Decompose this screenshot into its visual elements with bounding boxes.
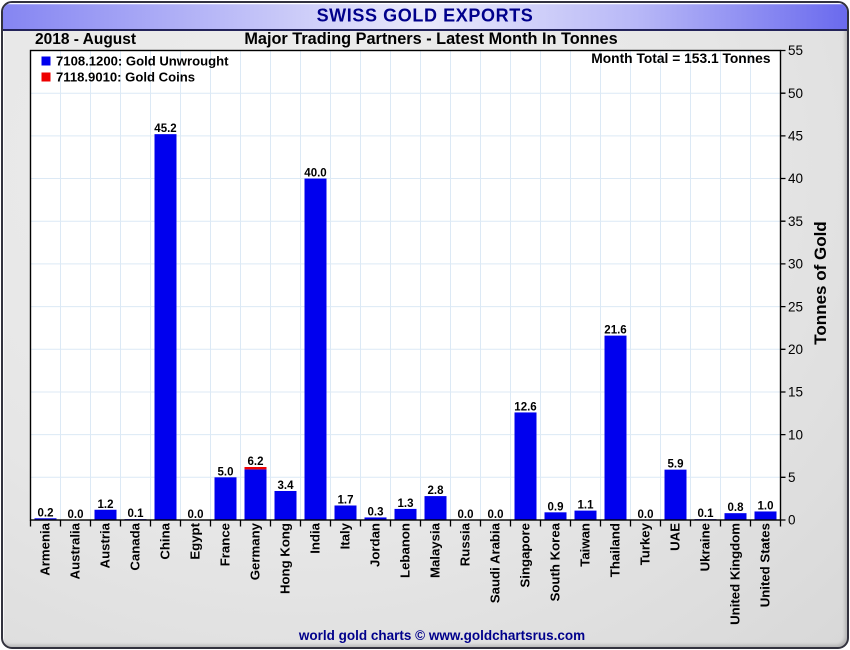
svg-text:0: 0 [788, 513, 796, 528]
svg-text:Malaysia: Malaysia [427, 522, 442, 578]
svg-text:1.2: 1.2 [98, 499, 114, 511]
svg-text:5.9: 5.9 [668, 459, 684, 471]
svg-text:Armenia: Armenia [37, 522, 52, 575]
svg-text:Russia: Russia [457, 522, 472, 566]
svg-text:21.6: 21.6 [604, 325, 626, 337]
svg-text:Jordan: Jordan [367, 523, 382, 567]
svg-text:1.7: 1.7 [338, 494, 354, 506]
svg-text:0.9: 0.9 [548, 501, 564, 513]
svg-text:7108.1200: Gold Unwrought: 7108.1200: Gold Unwrought [56, 54, 229, 69]
svg-text:Taiwan: Taiwan [577, 523, 592, 567]
svg-text:Lebanon: Lebanon [397, 523, 412, 578]
svg-text:UAE: UAE [667, 523, 682, 551]
svg-text:France: France [217, 523, 232, 566]
svg-text:Egypt: Egypt [187, 522, 202, 559]
svg-text:5.0: 5.0 [218, 466, 234, 478]
svg-text:Major Trading Partners - Lates: Major Trading Partners - Latest Month In… [244, 30, 617, 48]
svg-text:Ukraine: Ukraine [697, 523, 712, 571]
svg-text:United Kingdom: United Kingdom [727, 523, 742, 625]
svg-text:Australia: Australia [67, 522, 82, 579]
svg-text:45: 45 [788, 129, 803, 144]
svg-text:0.0: 0.0 [188, 509, 204, 521]
svg-text:Month Total = 153.1 Tonnes: Month Total = 153.1 Tonnes [591, 51, 771, 66]
svg-text:Tonnes of Gold: Tonnes of Gold [811, 221, 830, 344]
svg-text:Singapore: Singapore [517, 523, 532, 587]
svg-text:0.2: 0.2 [38, 507, 54, 519]
svg-text:Germany: Germany [247, 522, 262, 580]
svg-text:SWISS GOLD EXPORTS: SWISS GOLD EXPORTS [317, 6, 534, 26]
svg-text:0.1: 0.1 [128, 508, 145, 520]
svg-text:15: 15 [788, 385, 803, 400]
svg-text:1.1: 1.1 [578, 500, 595, 512]
svg-text:20: 20 [788, 342, 803, 357]
svg-text:0.8: 0.8 [728, 502, 745, 514]
svg-text:India: India [307, 522, 322, 553]
svg-text:Italy: Italy [337, 522, 352, 549]
svg-text:45.2: 45.2 [154, 123, 176, 135]
svg-text:South Korea: South Korea [547, 522, 562, 601]
svg-text:10: 10 [788, 427, 803, 442]
svg-text:0.1: 0.1 [698, 508, 715, 520]
svg-text:United States: United States [757, 523, 772, 607]
svg-text:Austria: Austria [97, 522, 112, 568]
svg-text:0.3: 0.3 [368, 506, 384, 518]
svg-text:0.0: 0.0 [638, 509, 654, 521]
svg-text:Canada: Canada [127, 522, 142, 570]
svg-text:China: China [157, 522, 172, 559]
svg-text:7118.9010: Gold Coins: 7118.9010: Gold Coins [56, 70, 195, 85]
svg-text:Thailand: Thailand [607, 523, 622, 577]
svg-text:1.3: 1.3 [398, 498, 414, 510]
svg-text:30: 30 [788, 257, 803, 272]
svg-text:0.0: 0.0 [488, 509, 504, 521]
svg-text:40: 40 [788, 171, 803, 186]
svg-text:Hong Kong: Hong Kong [277, 523, 292, 594]
svg-text:1.0: 1.0 [758, 500, 774, 512]
svg-text:0.0: 0.0 [68, 509, 84, 521]
svg-text:5: 5 [788, 470, 796, 485]
svg-text:25: 25 [788, 299, 803, 314]
svg-text:Saudi Arabia: Saudi Arabia [487, 522, 502, 603]
svg-text:35: 35 [788, 214, 803, 229]
svg-text:40.0: 40.0 [304, 168, 326, 180]
svg-text:0.0: 0.0 [458, 509, 474, 521]
svg-text:3.4: 3.4 [278, 480, 295, 492]
svg-text:2018 - August: 2018 - August [35, 31, 136, 48]
svg-text:Turkey: Turkey [637, 522, 652, 565]
svg-text:2.8: 2.8 [428, 485, 445, 497]
svg-text:12.6: 12.6 [514, 401, 536, 413]
svg-text:55: 55 [788, 43, 803, 58]
svg-text:world gold charts © www.goldch: world gold charts © www.goldchartsrus.co… [298, 628, 585, 643]
svg-text:50: 50 [788, 86, 803, 101]
svg-text:6.2: 6.2 [248, 456, 264, 468]
